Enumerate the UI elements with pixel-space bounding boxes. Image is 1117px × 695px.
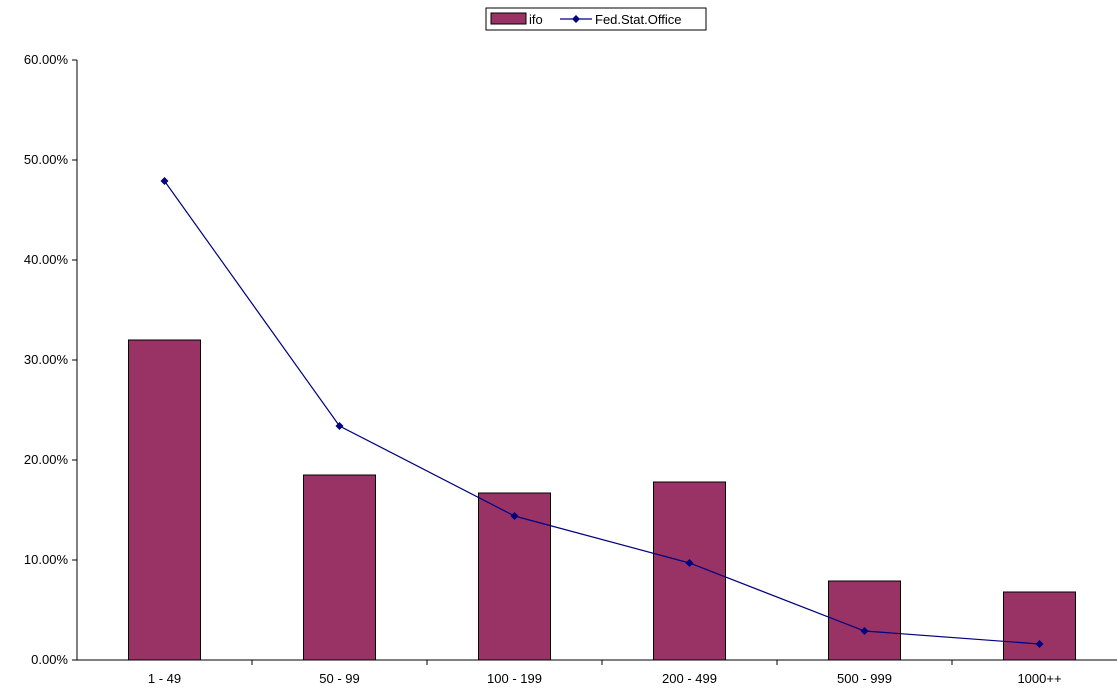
axes: [76, 60, 1117, 661]
legend: ifo Fed.Stat.Office: [485, 7, 707, 31]
point-fed-stat-office: [685, 559, 694, 567]
y-tick-label: 40.00%: [24, 252, 69, 267]
legend-label-fed-stat-office: Fed.Stat.Office: [595, 12, 681, 27]
line-series-fed-stat-office: [160, 177, 1044, 648]
y-ticks: 0.00% 10.00% 20.00% 30.00% 40.00% 50.00% 60.00…: [24, 52, 77, 667]
x-tick-label: 100 - 199: [487, 671, 542, 686]
x-tick-label: 500 - 999: [837, 671, 892, 686]
legend-label-ifo: ifo: [529, 12, 543, 27]
y-tick-label: 30.00%: [24, 352, 69, 367]
point-fed-stat-office: [335, 422, 344, 430]
y-tick-label: 50.00%: [24, 152, 69, 167]
bar-ifo: [653, 481, 726, 661]
bar-ifo: [128, 339, 201, 661]
bar-ifo: [828, 580, 901, 661]
x-ticks: 1 - 49 50 - 99 100 - 199 200 - 499 500 - 999…: [148, 660, 1062, 686]
bar-ifo: [303, 474, 376, 661]
y-tick-label: 20.00%: [24, 452, 69, 467]
point-fed-stat-office: [160, 177, 169, 185]
point-fed-stat-office: [510, 512, 519, 520]
line-fed-stat-office: [164, 180, 1040, 645]
bar-series-ifo: [128, 339, 1076, 661]
y-tick-label: 10.00%: [24, 552, 69, 567]
y-tick-label: 0.00%: [31, 652, 68, 667]
legend-swatch-ifo: [490, 12, 527, 25]
legend-marker-fed-stat-office: [572, 15, 580, 23]
x-tick-label: 1000++: [1017, 671, 1061, 686]
point-fed-stat-office: [1035, 640, 1044, 648]
point-fed-stat-office: [860, 627, 869, 635]
x-tick-label: 200 - 499: [662, 671, 717, 686]
y-tick-label: 60.00%: [24, 52, 69, 67]
bar-ifo: [478, 492, 551, 661]
x-tick-label: 1 - 49: [148, 671, 181, 686]
bar-ifo: [1003, 591, 1076, 661]
x-tick-label: 50 - 99: [319, 671, 359, 686]
